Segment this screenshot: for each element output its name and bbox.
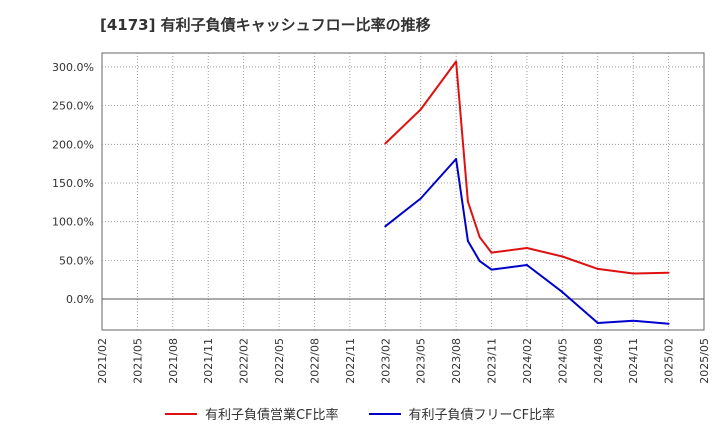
x-tick-label: 2022/11	[344, 338, 357, 384]
x-tick-label: 2022/08	[308, 338, 321, 384]
legend-swatch-operating-cf	[164, 412, 197, 415]
data-point-series-1	[596, 267, 599, 270]
data-point-series-2	[632, 319, 635, 322]
data-point-series-1	[632, 272, 635, 275]
x-tick-label: 2021/05	[131, 338, 144, 384]
y-tick-label: 300.0%	[52, 61, 94, 74]
data-point-series-1	[384, 142, 387, 145]
x-tick-label: 2024/02	[521, 338, 534, 384]
y-tick-label: 200.0%	[52, 138, 94, 151]
data-point-series-1	[455, 60, 458, 63]
data-point-series-1	[667, 271, 670, 274]
x-tick-label: 2023/11	[486, 338, 499, 384]
data-point-series-1	[419, 108, 422, 111]
y-tick-label: 100.0%	[52, 216, 94, 229]
data-point-series-1	[490, 251, 493, 254]
y-tick-label: 0.0%	[66, 293, 94, 306]
data-point-series-2	[667, 322, 670, 325]
data-point-series-2	[525, 264, 528, 267]
data-point-series-1	[525, 246, 528, 249]
x-tick-label: 2021/02	[96, 338, 109, 384]
y-tick-label: 250.0%	[52, 100, 94, 113]
legend-label-free-cf: 有利子負債フリーCF比率	[408, 408, 556, 423]
data-point-series-2	[384, 225, 387, 228]
y-tick-label: 150.0%	[52, 177, 94, 190]
data-point-series-1	[478, 236, 481, 239]
x-tick-label: 2022/02	[238, 338, 251, 384]
legend: 有利子負債営業CF比率 有利子負債フリーCF比率	[0, 404, 720, 423]
x-tick-label: 2023/02	[379, 338, 392, 384]
x-tick-label: 2024/08	[592, 338, 605, 384]
x-tick-label: 2025/02	[663, 338, 676, 384]
x-tick-label: 2023/08	[450, 338, 463, 384]
data-point-series-2	[478, 260, 481, 263]
data-point-series-2	[561, 291, 564, 294]
data-point-series-1	[466, 200, 469, 203]
data-point-series-2	[419, 197, 422, 200]
x-tick-label: 2025/05	[698, 338, 711, 384]
y-tick-label: 50.0%	[59, 254, 94, 267]
x-tick-label: 2022/05	[273, 338, 286, 384]
x-tick-label: 2021/11	[202, 338, 215, 384]
plot-area	[101, 52, 705, 331]
legend-item-operating-cf: 有利子負債営業CF比率	[164, 404, 339, 423]
data-point-series-2	[596, 322, 599, 325]
x-tick-label: 2021/08	[167, 338, 180, 384]
x-tick-label: 2023/05	[415, 338, 428, 384]
legend-label-operating-cf: 有利子負債営業CF比率	[204, 408, 339, 423]
data-point-series-2	[466, 240, 469, 243]
legend-swatch-free-cf	[368, 412, 401, 415]
data-point-series-1	[561, 255, 564, 258]
x-tick-label: 2024/05	[556, 338, 569, 384]
chart-title: [4173] 有利子負債キャッシュフロー比率の推移	[100, 16, 431, 34]
x-tick-label: 2024/11	[627, 338, 640, 384]
data-point-series-2	[490, 268, 493, 271]
data-point-series-2	[455, 158, 458, 161]
legend-item-free-cf: 有利子負債フリーCF比率	[368, 404, 556, 423]
